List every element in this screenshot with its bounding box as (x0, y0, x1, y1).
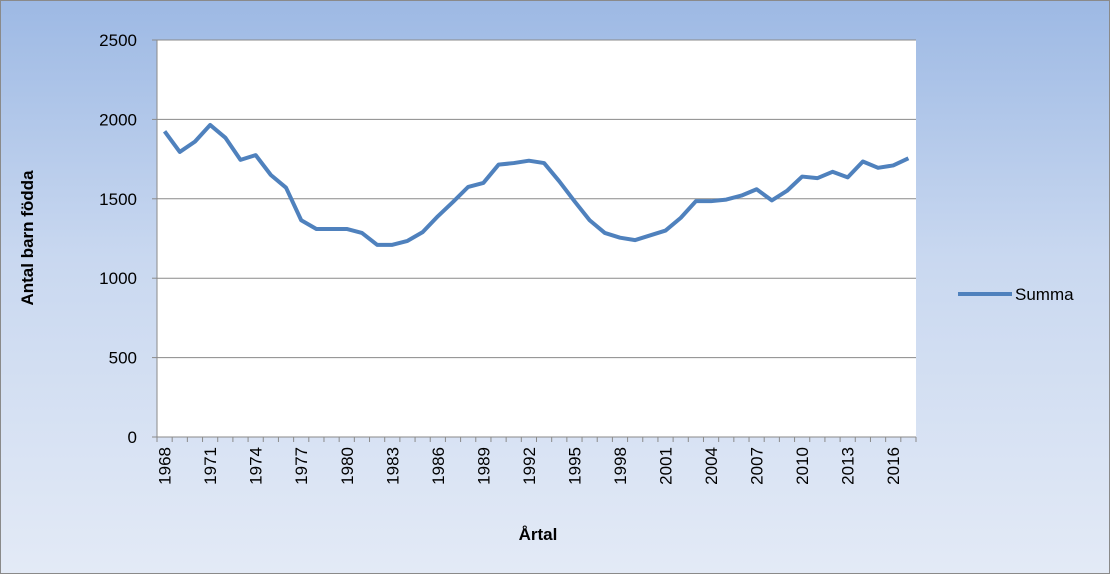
line-series (162, 122, 910, 247)
legend-label: Summa (1015, 285, 1074, 304)
x-tick-label: 2016 (884, 447, 903, 485)
x-tick-label: 1995 (565, 447, 584, 485)
x-tick-label: 1968 (156, 447, 175, 485)
y-axis-title: Antal barn födda (18, 170, 37, 306)
y-tick-label: 0 (128, 428, 137, 447)
y-tick-label: 2000 (99, 110, 137, 129)
x-tick-label: 2010 (793, 447, 812, 485)
x-tick-label: 1971 (201, 447, 220, 485)
x-tick-label: 1989 (474, 447, 493, 485)
x-tick-label: 2007 (748, 447, 767, 485)
y-tick-label: 1000 (99, 269, 137, 288)
x-tick-label: 2013 (839, 447, 858, 485)
y-tick-label: 2500 (99, 31, 137, 50)
x-tick-label: 1998 (611, 447, 630, 485)
y-tick-label: 1500 (99, 190, 137, 209)
plot-area (157, 40, 916, 437)
x-tick-label: 2001 (657, 447, 676, 485)
x-tick-label: 1977 (292, 447, 311, 485)
x-tick-label: 1986 (429, 447, 448, 485)
y-tick-label: 500 (109, 349, 137, 368)
x-tick-label: 1974 (247, 447, 266, 485)
x-tick-label: 1983 (383, 447, 402, 485)
x-axis-title: Årtal (519, 525, 558, 544)
x-tick-label: 1980 (338, 447, 357, 485)
x-tick-label: 2004 (702, 447, 721, 485)
x-tick-label: 1992 (520, 447, 539, 485)
